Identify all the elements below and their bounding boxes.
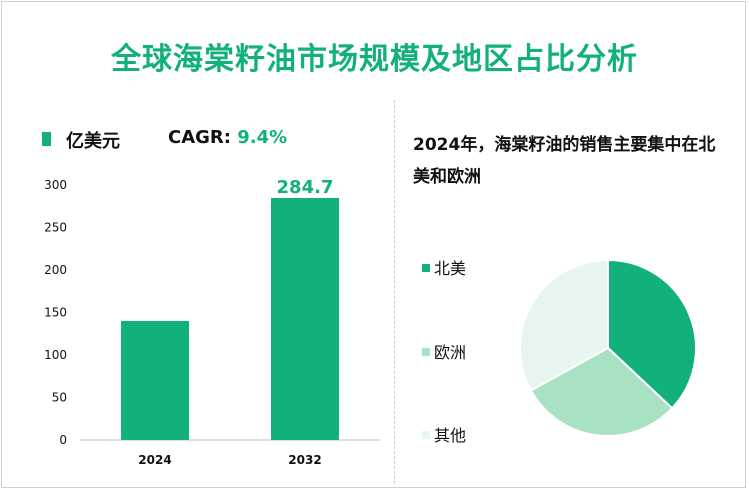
pie-slice [519, 258, 609, 392]
cagr-label: CAGR: [168, 127, 231, 148]
legend-label: 欧洲 [434, 343, 467, 362]
pie-chart [519, 258, 697, 437]
legend-swatch [422, 263, 430, 272]
y-tick-label: 150 [44, 306, 67, 320]
chart-title: 全球海棠籽油市场规模及地区占比分析 [111, 42, 638, 77]
y-tick-label: 50 [52, 391, 67, 405]
pie-slice [529, 346, 674, 437]
bar-unit-label: 亿美元 [66, 131, 120, 152]
x-tick-label: 2032 [288, 453, 321, 467]
legend-swatch [422, 347, 430, 356]
bar-2024 [121, 321, 189, 440]
y-tick-label: 300 [44, 178, 67, 192]
section-divider [394, 100, 396, 484]
bar-chart: 0 50 100 150 200 250 300 2024 2032 284.7 [44, 177, 380, 467]
bar-legend-swatch [42, 132, 51, 146]
pie-subtitle: 2024年，海棠籽油的销售主要集中在北美和欧洲 [413, 135, 716, 187]
legend-label: 其他 [434, 426, 467, 445]
x-tick-label: 2024 [138, 453, 171, 467]
pie-slice [607, 258, 697, 410]
cagr-value: 9.4% [237, 127, 288, 148]
bar-data-label: 284.7 [277, 177, 334, 198]
y-tick-label: 100 [44, 348, 67, 362]
y-tick-label: 200 [44, 263, 67, 277]
pie-legend-item: 欧洲 [422, 339, 466, 363]
y-tick-label: 250 [44, 221, 67, 235]
cagr-text: CAGR: 9.4% [168, 127, 287, 148]
pie-legend-item: 北美 [422, 255, 466, 279]
bar-2032 [271, 198, 339, 440]
legend-swatch [422, 430, 430, 439]
pie-legend-item: 其他 [422, 422, 466, 446]
y-tick-label: 0 [59, 433, 67, 447]
legend-label: 北美 [434, 259, 467, 278]
